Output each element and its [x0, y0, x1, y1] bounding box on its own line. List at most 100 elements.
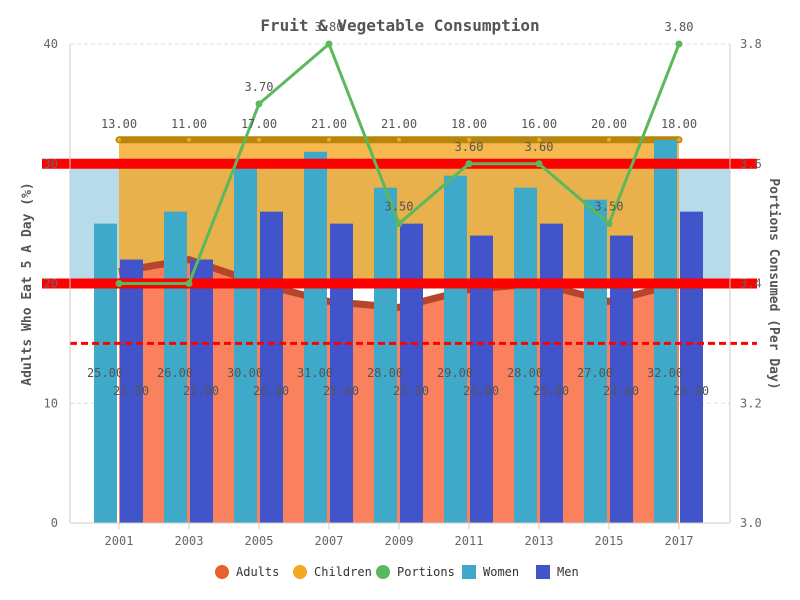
y-tick-label-right: 3.0: [740, 516, 762, 530]
men-data-label: 25.00: [533, 384, 569, 398]
y-axis-title-left: Adults Who Eat 5 A Day (%): [20, 182, 35, 386]
y-tick-label-left: 40: [44, 37, 58, 51]
children-data-label: 13.00: [101, 117, 137, 131]
children-data-label: 20.00: [591, 117, 627, 131]
axes: 0 10 20 30 40 3.0 3.2 3.4 3.6 3.8 2001 2003 2005 2007…: [44, 37, 762, 548]
children-point: [117, 137, 121, 142]
bars-layer: [94, 139, 703, 524]
x-tick-label: 2015: [595, 534, 624, 548]
children-data-label: 18.00: [451, 117, 487, 131]
x-tick-label: 2017: [665, 534, 694, 548]
portions-point: [395, 220, 403, 228]
x-tick-label: 2009: [385, 534, 414, 548]
men-data-label: 26.00: [673, 384, 709, 398]
reference-line: [42, 158, 757, 169]
bar-men: [120, 259, 143, 523]
portions-data-label: 3.50: [595, 200, 624, 214]
legend-label-men: Men: [557, 565, 579, 579]
children-data-label: 11.00: [171, 117, 207, 131]
women-data-label: 31.00: [297, 366, 333, 380]
bar-men: [470, 235, 493, 523]
portions-data-label: 3.60: [455, 140, 484, 154]
legend-marker-portions: [376, 565, 390, 579]
men-data-label: 25.00: [393, 384, 429, 398]
bar-women: [234, 163, 257, 523]
women-data-label: 26.00: [157, 366, 193, 380]
y-axis-title-right: Portions Consumed (Per Day): [766, 178, 781, 389]
bar-men: [610, 235, 633, 523]
women-data-label: 28.00: [367, 366, 403, 380]
children-point: [607, 137, 611, 142]
y-tick-label-left: 30: [44, 157, 58, 171]
children-point: [677, 137, 681, 142]
data-labels-layer: 13.00 25.00 22.00 11.00 26.00 22.00 17.00 30.00…: [87, 20, 709, 398]
men-data-label: 22.00: [113, 384, 149, 398]
bar-women: [514, 187, 537, 523]
legend-label-portions: Portions: [397, 565, 455, 579]
bar-men: [540, 223, 563, 523]
bar-men: [190, 259, 213, 523]
children-point: [537, 137, 541, 142]
portions-data-label: 3.60: [525, 140, 554, 154]
x-tick-label: 2001: [105, 534, 134, 548]
children-data-label: 21.00: [311, 117, 347, 131]
y-tick-label-left: 10: [44, 396, 58, 410]
portions-point: [185, 280, 193, 287]
portions-point: [115, 280, 123, 287]
portions-point: [605, 220, 613, 228]
bar-men: [400, 223, 423, 523]
y-tick-label-right: 3.8: [740, 37, 762, 51]
y-tick-label-left: 0: [51, 516, 58, 530]
men-data-label: 25.00: [323, 384, 359, 398]
y-tick-label-left: 20: [44, 277, 58, 291]
women-data-label: 28.00: [507, 366, 543, 380]
legend-marker-children: [293, 565, 307, 579]
children-data-label: 16.00: [521, 117, 557, 131]
children-data-label: 21.00: [381, 117, 417, 131]
men-data-label: 24.00: [603, 384, 639, 398]
men-data-label: 22.00: [183, 384, 219, 398]
women-data-label: 29.00: [437, 366, 473, 380]
portions-point: [465, 160, 473, 168]
portions-data-label: 3.80: [315, 20, 344, 34]
x-tick-label: 2013: [525, 534, 554, 548]
bar-women: [164, 211, 187, 523]
y-tick-label-right: 3.6: [740, 157, 762, 171]
women-data-label: 27.00: [577, 366, 613, 380]
children-point: [397, 137, 401, 142]
children-data-label: 17.00: [241, 117, 277, 131]
legend-label-children: Children: [314, 565, 372, 579]
portions-point: [325, 40, 333, 48]
children-point: [467, 137, 471, 142]
women-data-label: 30.00: [227, 366, 263, 380]
portions-data-label: 3.50: [385, 200, 414, 214]
x-tick-label: 2011: [455, 534, 484, 548]
legend-label-women: Women: [483, 565, 519, 579]
reference-line: [42, 278, 757, 289]
x-tick-label: 2005: [245, 534, 274, 548]
children-data-label: 18.00: [661, 117, 697, 131]
x-tick-label: 2003: [175, 534, 204, 548]
portions-point: [255, 100, 263, 108]
bar-men: [330, 223, 353, 523]
men-data-label: 24.00: [463, 384, 499, 398]
bar-men: [260, 211, 283, 523]
children-point: [257, 137, 261, 142]
portions-point: [675, 40, 683, 48]
legend-marker-men: [536, 565, 550, 579]
children-point: [187, 137, 191, 142]
chart-title: Fruit & Vegetable Consumption: [260, 16, 539, 35]
portions-data-label: 3.80: [665, 20, 694, 34]
portions-point: [535, 160, 543, 168]
women-data-label: 32.00: [647, 366, 683, 380]
bar-men: [680, 211, 703, 523]
bar-women: [94, 223, 117, 523]
bar-women: [444, 175, 467, 523]
reference-lines-layer: [42, 158, 757, 345]
children-point: [327, 137, 331, 142]
portions-data-label: 3.70: [245, 80, 274, 94]
legend-marker-adults: [215, 565, 229, 579]
men-data-label: 26.00: [253, 384, 289, 398]
legend-label-adults: Adults: [236, 565, 279, 579]
